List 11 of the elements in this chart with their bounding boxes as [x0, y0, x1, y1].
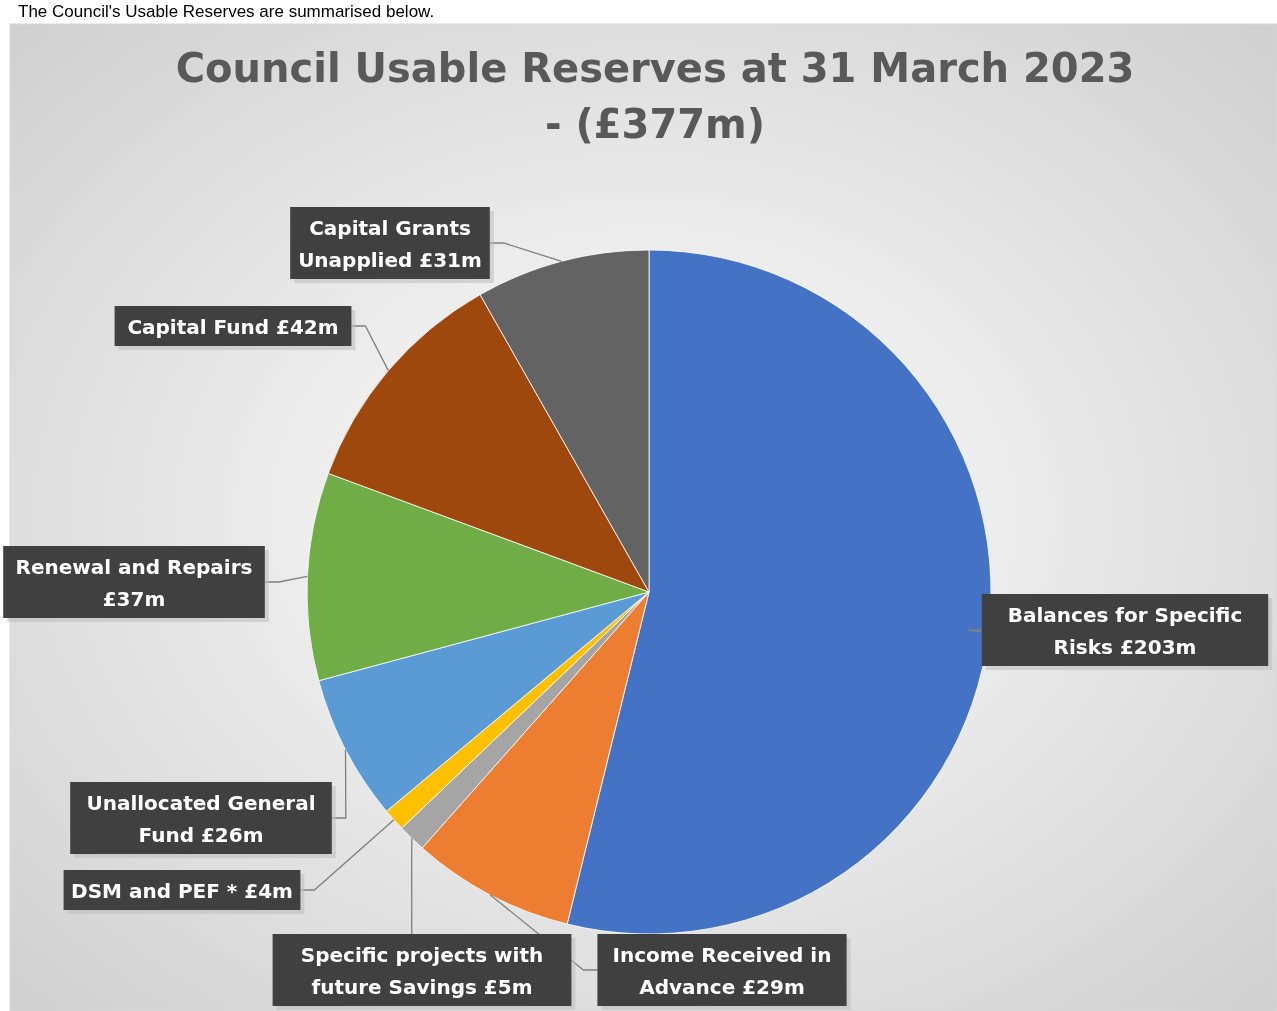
slice-label: Renewal and Repairs: [15, 555, 253, 579]
text: The Council's Usable Reserves are summarised below.: [18, 2, 435, 21]
slice-label: DSM and PEF * £4m: [71, 879, 293, 903]
slice-label: Capital Grants Unapplied £31m: [298, 216, 482, 272]
data-label: £37m: [102, 587, 166, 611]
slice-label: Balances for Specific Risks £203m: [1007, 603, 1243, 659]
slice-label: Specific projects with future Savings £5m: [300, 943, 544, 999]
slice-label: Unallocated General Fund £26m: [86, 791, 316, 847]
slice-label: Income Received in Advance £29m: [612, 943, 832, 999]
chart-title: Council Usable Reserves at 31 March 2023 - (£377m): [175, 45, 1135, 147]
slice-label: Capital Fund £42m: [127, 315, 339, 339]
